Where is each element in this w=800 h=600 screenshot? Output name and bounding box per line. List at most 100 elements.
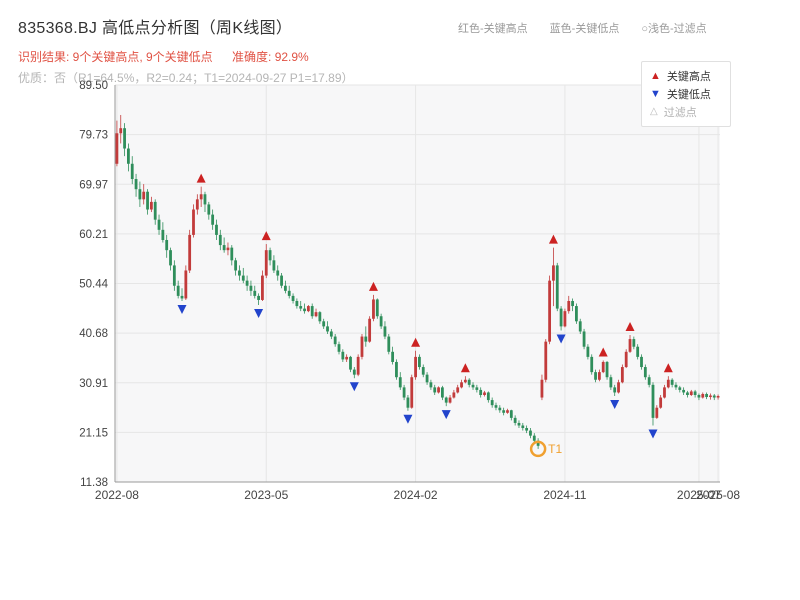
candle-body	[391, 351, 395, 362]
filter-triangle-icon: △	[650, 106, 658, 117]
key-low-marker	[441, 410, 451, 420]
candle-body	[578, 321, 582, 332]
key-high-marker	[460, 363, 470, 373]
candle-body	[299, 306, 303, 309]
candle-body	[410, 377, 414, 408]
candle-body	[169, 250, 172, 266]
candle-body	[582, 331, 586, 347]
candle-body	[245, 280, 249, 286]
candle-body	[287, 290, 291, 296]
candle-body	[387, 336, 391, 352]
candle-body	[601, 361, 605, 373]
candle-body	[222, 245, 226, 251]
candle-body	[115, 133, 119, 164]
candle-body	[280, 275, 283, 286]
candle-body	[119, 128, 123, 134]
key-low-marker	[254, 309, 264, 319]
candle-body	[509, 410, 513, 418]
candle-body	[326, 326, 329, 332]
candle-body	[429, 382, 433, 388]
candle-body	[479, 389, 483, 395]
candle-body	[192, 209, 195, 235]
key-low-marker	[610, 400, 620, 410]
candle-body	[375, 299, 379, 317]
candle-body	[437, 387, 440, 393]
candle-body	[184, 270, 188, 299]
candle-body	[636, 346, 640, 357]
key-low-legend-label: 关键低点	[666, 89, 711, 101]
filter-legend-label: 过滤点	[663, 107, 697, 119]
candle-body	[463, 379, 467, 383]
candle-body	[655, 407, 659, 418]
candle-body	[291, 295, 295, 301]
quality-line: 优质：否（R1=64.5%，R2=0.24；T1=2024-09-27 P1=1…	[18, 71, 354, 85]
candle-body	[712, 395, 716, 398]
x-tick-label: 2023-05	[244, 488, 288, 502]
candle-body	[590, 356, 594, 373]
candle-body	[398, 377, 402, 388]
candle-body	[513, 417, 517, 423]
candle-body	[666, 379, 670, 388]
candle-body	[555, 265, 559, 309]
key-low-triangle-icon: ▼	[650, 87, 661, 100]
candle-body	[172, 265, 176, 286]
key-low-marker	[403, 414, 413, 424]
candle-body	[643, 367, 647, 378]
candle-body	[605, 361, 609, 378]
candle-body	[540, 379, 544, 398]
candle-body	[490, 400, 494, 406]
candle-body	[161, 229, 165, 240]
candle-body	[628, 339, 632, 352]
t1-marker	[529, 440, 547, 458]
candle-body	[536, 440, 540, 446]
candle-body	[352, 369, 356, 375]
candle-body	[153, 201, 157, 220]
candle-body	[701, 393, 705, 398]
candle-body	[138, 189, 142, 200]
candle-body	[283, 285, 287, 291]
key-high-triangle-icon: ▲	[650, 69, 661, 82]
candle-body	[360, 336, 364, 357]
key-high-marker	[368, 281, 378, 291]
candle-body	[149, 201, 153, 210]
candle-body	[467, 379, 471, 385]
candle-body	[483, 392, 486, 395]
candle-body	[345, 356, 349, 360]
candle-body	[257, 295, 260, 300]
candle-body	[705, 393, 708, 398]
candle-body	[525, 428, 529, 431]
candle-body	[597, 372, 601, 380]
key-high-marker	[598, 347, 608, 357]
candle-body	[253, 290, 257, 296]
candle-body	[203, 194, 207, 205]
key-low-marker	[648, 429, 658, 439]
y-tick-label: 50.44	[79, 279, 108, 291]
candle-body	[689, 391, 693, 395]
key-high-marker	[196, 173, 206, 183]
candle-body	[433, 387, 437, 393]
candle-body	[157, 219, 161, 230]
candle-body	[456, 387, 460, 393]
legend-item-filter: △ 过滤点	[650, 103, 722, 121]
candle-body	[693, 391, 697, 395]
candle-body	[709, 395, 712, 398]
candle-body	[609, 377, 613, 388]
legend-item-key-high: ▲ 关键高点	[650, 67, 722, 85]
key-high-marker	[411, 337, 421, 347]
y-tick-label: 11.38	[80, 477, 108, 489]
candle-body	[532, 435, 536, 441]
candle-body	[146, 191, 149, 210]
candle-body	[249, 285, 253, 291]
candle-body	[276, 270, 280, 276]
legend-item-key-low: ▼ 关键低点	[650, 85, 722, 103]
candle-body	[134, 179, 138, 190]
candle-body	[218, 234, 222, 246]
candle-body	[444, 397, 448, 403]
y-tick-label: 40.68	[79, 328, 108, 340]
candle-body	[349, 356, 352, 370]
key-high-marker	[625, 322, 635, 332]
candle-body	[552, 265, 555, 281]
candle-body	[460, 382, 463, 388]
candle-body	[640, 356, 643, 368]
candle-body	[471, 384, 475, 388]
